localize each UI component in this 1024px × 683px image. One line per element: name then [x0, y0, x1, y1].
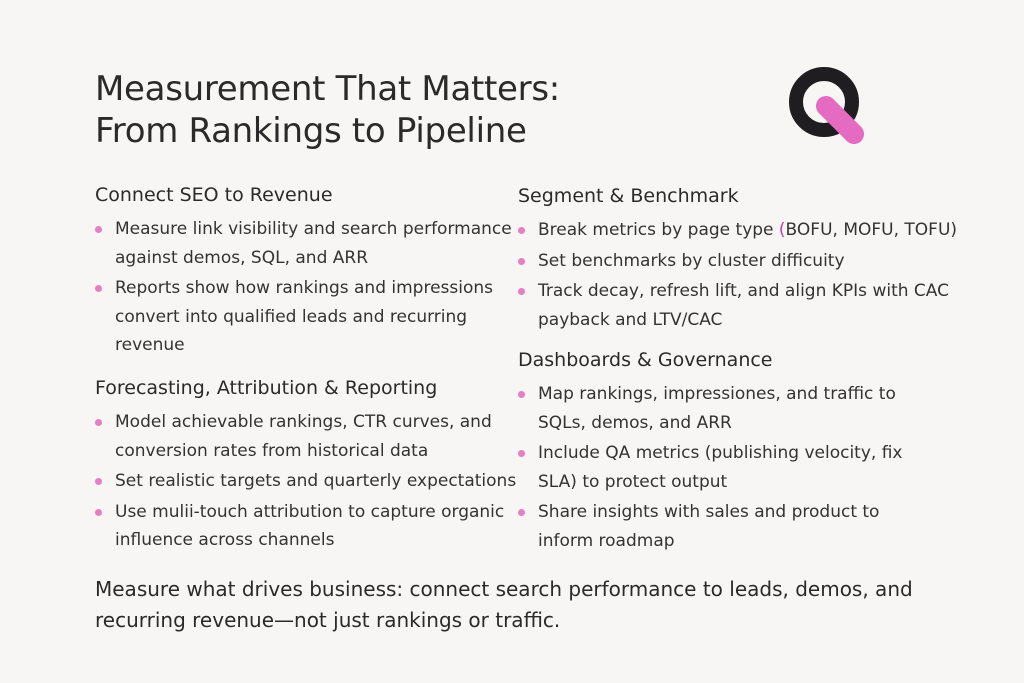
bullet-dot	[95, 478, 102, 485]
section-heading: Forecasting, Attribution & Reporting	[95, 377, 438, 399]
list-item-text: Measure link visibility and search perfo…	[115, 219, 512, 268]
bullet-dot	[95, 508, 102, 516]
section-heading: Segment & Benchmark	[518, 185, 739, 207]
bullet-list: Model achievable rankings, CTR curves, a…	[95, 408, 525, 555]
bullet-dot	[518, 227, 525, 234]
list-item-text: Model achievable rankings, CTR curves, a…	[115, 412, 492, 461]
list-item-text-suffix: BOFU, MOFU, TOFU)	[785, 220, 958, 240]
closing-statement: Measure what drives business: connect se…	[95, 577, 913, 632]
bullet-dot	[95, 226, 102, 233]
list-item-text: Use mulii-touch attribution to capture o…	[115, 501, 505, 551]
q-logo-icon	[789, 67, 864, 144]
list-item: Model achievable rankings, CTR curves, a…	[95, 408, 525, 465]
bullet-list: Measure link visibility and search perfo…	[95, 215, 515, 360]
list-item: Map rankings, impressiones, and traffic …	[518, 380, 938, 437]
list-item: Measure link visibility and search perfo…	[95, 215, 515, 272]
list-item-text: Reports show how rankings and impression…	[115, 278, 494, 355]
bullet-dot	[518, 391, 525, 398]
list-item: Track decay, refresh lift, and align KPI…	[518, 277, 1008, 334]
list-item: Reports show how rankings and impression…	[95, 274, 515, 360]
bullet-dot	[518, 509, 525, 516]
title-line-1: Measurement That Matters:	[95, 69, 560, 109]
list-item: Set benchmarks by cluster difficuity	[518, 247, 1008, 276]
section-segment-benchmark: Segment & Benchmark Break metrics by pag…	[518, 184, 1008, 336]
page-title: Measurement That Matters: From Rankings …	[95, 68, 560, 152]
list-item: Break metrics by page type (BOFU, MOFU, …	[518, 216, 1008, 245]
accent-paren: (	[778, 220, 786, 240]
list-item-text: Set realistic targets and quarterly expe…	[115, 471, 517, 491]
list-item-text: Map rankings, impressiones, and traffic …	[538, 384, 896, 433]
section-heading: Connect SEO to Revenue	[95, 184, 333, 206]
list-item-text: Break metrics by page type	[538, 220, 779, 240]
bullet-dot	[518, 257, 525, 265]
bullet-list: Map rankings, impressiones, and traffic …	[518, 380, 938, 555]
list-item-text: Share insights with sales and product to…	[538, 502, 880, 551]
bullet-dot	[95, 285, 102, 292]
section-heading: Dashboards & Governance	[518, 349, 773, 371]
bullet-dot	[95, 419, 102, 426]
list-item-text: Include QA metrics (publishing velocity,…	[538, 443, 903, 492]
section-connect-seo: Connect SEO to Revenue Measure link visi…	[95, 183, 515, 362]
list-item-text: Track decay, refresh lift, and align KPI…	[538, 281, 949, 330]
list-item: Use mulii-touch attribution to capture o…	[95, 498, 525, 555]
title-line-2: From Rankings to Pipeline	[95, 111, 527, 151]
list-item: Set realistic targets and quarterly expe…	[95, 467, 525, 496]
bullet-list: Break metrics by page type (BOFU, MOFU, …	[518, 216, 1008, 334]
list-item-text: Set benchmarks by cluster difficuity	[538, 250, 845, 271]
bullet-dot	[518, 288, 525, 295]
section-dashboards-governance: Dashboards & Governance Map rankings, im…	[518, 348, 938, 557]
list-item: Share insights with sales and product to…	[518, 498, 938, 555]
section-forecasting: Forecasting, Attribution & Reporting Mod…	[95, 376, 525, 557]
list-item: Include QA metrics (publishing velocity,…	[518, 439, 938, 496]
bullet-dot	[518, 450, 525, 457]
